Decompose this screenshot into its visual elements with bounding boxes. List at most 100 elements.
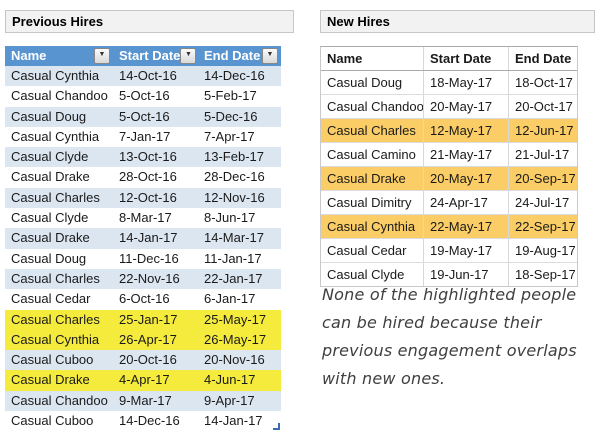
name-cell[interactable]: Casual Chandoo bbox=[11, 392, 108, 408]
header-cell-end-date[interactable]: End Date ▼ bbox=[198, 46, 281, 66]
start-date-cell[interactable]: 20-Oct-16 bbox=[119, 352, 177, 368]
start-date-cell[interactable]: 14-Jan-17 bbox=[119, 230, 178, 246]
end-date-cell[interactable]: 25-May-17 bbox=[204, 311, 267, 327]
start-date-cell[interactable]: 12-May-17 bbox=[423, 119, 508, 142]
name-cell[interactable]: Casual Doug bbox=[11, 250, 87, 266]
name-cell[interactable]: Casual Charles bbox=[11, 270, 100, 286]
end-date-cell[interactable]: 21-Jul-17 bbox=[508, 143, 575, 166]
start-date-cell[interactable]: 19-Jun-17 bbox=[423, 263, 508, 286]
name-cell[interactable]: Casual Cedar bbox=[327, 243, 407, 258]
start-date-cell[interactable]: 20-May-17 bbox=[423, 167, 508, 190]
end-date-cell[interactable]: 8-Jun-17 bbox=[204, 210, 256, 226]
name-cell[interactable]: Casual Cuboo bbox=[11, 352, 94, 368]
start-date-cell[interactable]: 12-Oct-16 bbox=[119, 189, 177, 205]
name-cell[interactable]: Casual Clyde bbox=[327, 267, 405, 282]
start-date-cell[interactable]: 4-Apr-17 bbox=[119, 372, 170, 388]
name-cell[interactable]: Casual Chandoo bbox=[327, 99, 423, 114]
end-date-cell[interactable]: 22-Jan-17 bbox=[204, 270, 263, 286]
name-cell[interactable]: Casual Doug bbox=[327, 75, 403, 90]
name-cell[interactable]: Casual Doug bbox=[11, 108, 87, 124]
header-cell-name[interactable]: Name ▼ bbox=[5, 46, 113, 66]
start-date-cell[interactable]: 6-Oct-16 bbox=[119, 291, 170, 307]
start-date-cell[interactable]: 14-Dec-16 bbox=[119, 413, 180, 429]
name-cell[interactable]: Casual Charles bbox=[11, 311, 100, 327]
name-cell[interactable]: Casual Clyde bbox=[11, 149, 89, 165]
name-cell[interactable]: Casual Cynthia bbox=[11, 68, 100, 83]
end-date-cell[interactable]: 5-Feb-17 bbox=[204, 88, 257, 104]
name-cell[interactable]: Casual Camino bbox=[327, 147, 416, 162]
name-cell[interactable]: Casual Drake bbox=[11, 169, 90, 185]
filter-dropdown-icon[interactable]: ▼ bbox=[94, 48, 110, 64]
end-date-cell[interactable]: 20-Nov-16 bbox=[204, 352, 265, 368]
end-date-cell[interactable]: 9-Apr-17 bbox=[204, 392, 255, 408]
table-row: Casual Charles 12-Oct-16 12-Nov-16 bbox=[5, 187, 281, 209]
table-row: Casual Chandoo 5-Oct-16 5-Feb-17 bbox=[5, 86, 281, 107]
end-date-cell[interactable]: 22-Sep-17 bbox=[508, 215, 575, 238]
end-date-cell[interactable]: 26-May-17 bbox=[204, 331, 267, 347]
name-cell[interactable]: Casual Cynthia bbox=[11, 128, 100, 144]
name-cell[interactable]: Casual Cynthia bbox=[11, 331, 100, 347]
table-resize-handle[interactable] bbox=[273, 423, 280, 431]
name-cell[interactable]: Casual Charles bbox=[11, 189, 100, 205]
name-cell[interactable]: Casual Clyde bbox=[11, 210, 89, 226]
filter-dropdown-icon[interactable]: ▼ bbox=[180, 48, 197, 64]
start-date-cell[interactable]: 5-Oct-16 bbox=[119, 108, 170, 124]
start-date-cell[interactable]: 24-Apr-17 bbox=[423, 191, 508, 214]
end-date-cell[interactable]: 4-Jun-17 bbox=[204, 372, 256, 388]
name-cell[interactable]: Casual Cedar bbox=[11, 291, 91, 307]
end-date-cell[interactable]: 13-Feb-17 bbox=[204, 149, 264, 165]
note-line: None of the highlighted people bbox=[322, 285, 577, 304]
start-date-cell[interactable]: 19-May-17 bbox=[423, 239, 508, 262]
end-date-cell[interactable]: 18-Sep-17 bbox=[508, 263, 575, 286]
end-date-cell[interactable]: 7-Apr-17 bbox=[204, 128, 255, 144]
name-cell[interactable]: Casual Drake bbox=[327, 171, 406, 186]
name-cell[interactable]: Casual Drake bbox=[11, 230, 90, 246]
end-date-cell[interactable]: 14-Dec-16 bbox=[204, 68, 265, 83]
end-date-cell[interactable]: 24-Jul-17 bbox=[508, 191, 575, 214]
note-text: None of the highlighted people can be hi… bbox=[322, 281, 600, 393]
name-cell[interactable]: Casual Chandoo bbox=[11, 88, 108, 104]
name-cell[interactable]: Casual Dimitry bbox=[327, 195, 412, 210]
header-cell-start-date[interactable]: Start Date bbox=[423, 47, 508, 70]
name-cell[interactable]: Casual Cuboo bbox=[11, 413, 94, 429]
end-date-cell[interactable]: 14-Mar-17 bbox=[204, 230, 264, 246]
end-date-cell[interactable]: 20-Oct-17 bbox=[508, 95, 575, 118]
end-date-cell[interactable]: 19-Aug-17 bbox=[508, 239, 575, 262]
end-date-cell[interactable]: 5-Dec-16 bbox=[204, 108, 258, 124]
previous-hires-title[interactable]: Previous Hires bbox=[5, 10, 294, 33]
name-cell[interactable]: Casual Cynthia bbox=[327, 219, 416, 234]
start-date-cell[interactable]: 11-Dec-16 bbox=[119, 250, 179, 266]
filter-dropdown-icon[interactable]: ▼ bbox=[262, 48, 278, 64]
end-date-cell[interactable]: 14-Jan-17 bbox=[204, 413, 263, 429]
end-date-cell[interactable]: 11-Jan-17 bbox=[204, 250, 262, 266]
table-row: Casual Charles 12-May-17 12-Jun-17 bbox=[321, 118, 577, 142]
start-date-cell[interactable]: 26-Apr-17 bbox=[119, 331, 177, 347]
start-date-cell[interactable]: 28-Oct-16 bbox=[119, 169, 177, 185]
start-date-cell[interactable]: 9-Mar-17 bbox=[119, 392, 172, 408]
header-cell-end-date[interactable]: End Date bbox=[508, 47, 575, 70]
start-date-cell[interactable]: 25-Jan-17 bbox=[119, 311, 178, 327]
new-hires-title[interactable]: New Hires bbox=[320, 10, 595, 33]
start-date-cell[interactable]: 21-May-17 bbox=[423, 143, 508, 166]
start-date-cell[interactable]: 14-Oct-16 bbox=[119, 68, 177, 83]
start-date-cell[interactable]: 13-Oct-16 bbox=[119, 149, 177, 165]
start-date-cell[interactable]: 8-Mar-17 bbox=[119, 210, 172, 226]
start-date-cell[interactable]: 18-May-17 bbox=[423, 71, 508, 94]
end-date-cell[interactable]: 20-Sep-17 bbox=[508, 167, 575, 190]
end-date-cell[interactable]: 12-Nov-16 bbox=[204, 189, 265, 205]
start-date-cell[interactable]: 22-May-17 bbox=[423, 215, 508, 238]
start-date-cell[interactable]: 7-Jan-17 bbox=[119, 128, 171, 144]
end-date-cell[interactable]: 12-Jun-17 bbox=[508, 119, 575, 142]
header-cell-start-date[interactable]: Start Date ▼ bbox=[113, 46, 198, 66]
end-date-cell[interactable]: 18-Oct-17 bbox=[508, 71, 575, 94]
table-row: Casual Chandoo 20-May-17 20-Oct-17 bbox=[321, 94, 577, 118]
table-row: Casual Clyde 8-Mar-17 8-Jun-17 bbox=[5, 208, 281, 229]
start-date-cell[interactable]: 22-Nov-16 bbox=[119, 270, 180, 286]
start-date-cell[interactable]: 20-May-17 bbox=[423, 95, 508, 118]
start-date-cell[interactable]: 5-Oct-16 bbox=[119, 88, 170, 104]
end-date-cell[interactable]: 28-Dec-16 bbox=[204, 169, 265, 185]
end-date-cell[interactable]: 6-Jan-17 bbox=[204, 291, 256, 307]
name-cell[interactable]: Casual Charles bbox=[327, 123, 416, 138]
header-cell-name[interactable]: Name bbox=[321, 47, 423, 70]
name-cell[interactable]: Casual Drake bbox=[11, 372, 90, 388]
